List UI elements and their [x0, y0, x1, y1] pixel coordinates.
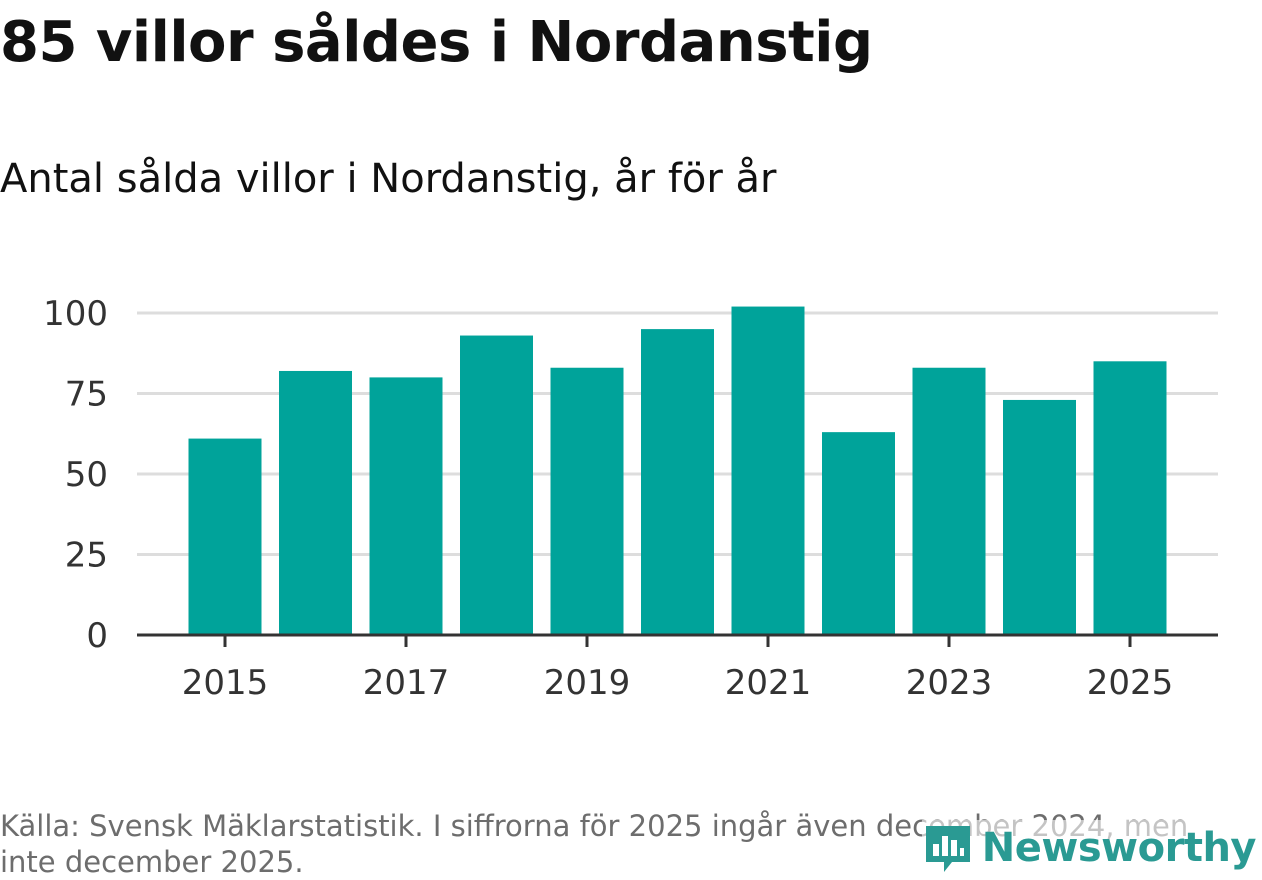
- x-tick-label: 2025: [1087, 663, 1174, 703]
- y-tick-label: 75: [65, 375, 108, 415]
- y-tick-label: 100: [43, 294, 108, 334]
- bar-2017: [369, 377, 443, 635]
- axes: 0 25 50 75 100 2015 2017 2019 2021 2023 2025: [43, 294, 1218, 703]
- x-tick-label: 2019: [544, 663, 631, 703]
- brand-name: Newsworthy: [981, 825, 1257, 871]
- bar-2021: [731, 306, 805, 635]
- bar-2025: [1093, 361, 1167, 635]
- bars: [188, 306, 1167, 635]
- x-tick-label: 2017: [363, 663, 450, 703]
- bar-2023: [912, 367, 986, 635]
- chart-subtitle: Antal sålda villor i Nordanstig, år för …: [0, 156, 777, 202]
- chart-title: 85 villor såldes i Nordanstig: [0, 10, 873, 75]
- bar-2015: [188, 438, 262, 635]
- bar-2024: [1003, 399, 1076, 635]
- x-tick-label: 2021: [725, 663, 812, 703]
- bar-2016: [279, 370, 352, 635]
- bar-2018: [460, 335, 533, 635]
- x-tick-label: 2015: [182, 663, 269, 703]
- newsworthy-logo-icon: [925, 826, 970, 872]
- brand-logo: Newsworthy: [921, 820, 1257, 876]
- y-tick-label: 0: [86, 616, 108, 656]
- bar-2020: [641, 329, 714, 635]
- bar-2019: [550, 367, 624, 635]
- x-tick-label: 2023: [906, 663, 993, 703]
- y-tick-label: 25: [65, 536, 108, 576]
- bar-2022: [822, 432, 895, 635]
- y-tick-label: 50: [65, 455, 108, 495]
